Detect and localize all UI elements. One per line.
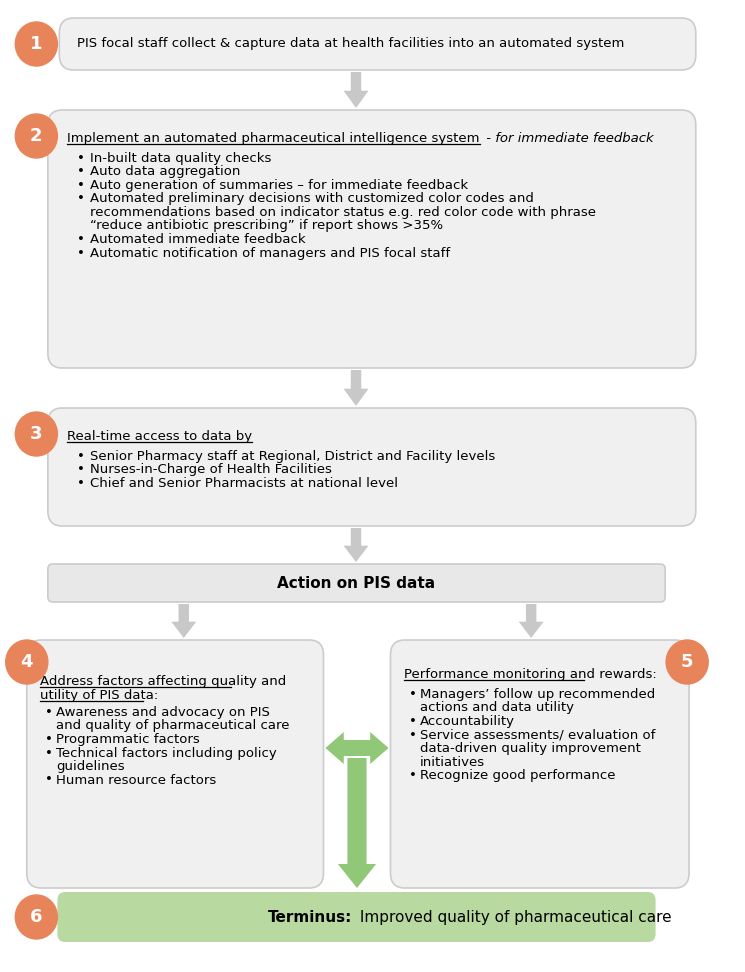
FancyBboxPatch shape (48, 110, 696, 368)
Text: Technical factors including policy: Technical factors including policy (57, 746, 277, 759)
Text: Auto generation of summaries – for immediate feedback: Auto generation of summaries – for immed… (90, 179, 468, 192)
Text: •: • (77, 165, 84, 179)
Text: “reduce antibiotic prescribing” if report shows >35%: “reduce antibiotic prescribing” if repor… (90, 220, 443, 232)
Text: Implement an automated pharmaceutical intelligence system: Implement an automated pharmaceutical in… (67, 132, 480, 145)
Text: recommendations based on indicator status e.g. red color code with phrase: recommendations based on indicator statu… (90, 206, 596, 219)
Text: •: • (77, 464, 84, 476)
Text: •: • (77, 247, 84, 260)
Text: Human resource factors: Human resource factors (57, 774, 217, 786)
Text: Automated preliminary decisions with customized color codes and: Automated preliminary decisions with cus… (90, 192, 534, 205)
FancyBboxPatch shape (27, 640, 323, 888)
Text: •: • (45, 774, 53, 786)
Text: •: • (409, 715, 416, 728)
Text: In-built data quality checks: In-built data quality checks (90, 152, 271, 165)
Text: Auto data aggregation: Auto data aggregation (90, 165, 241, 179)
Text: initiatives: initiatives (420, 755, 485, 769)
Text: •: • (409, 728, 416, 742)
Text: Service assessments/ evaluation of: Service assessments/ evaluation of (420, 728, 656, 742)
Circle shape (16, 412, 57, 456)
Text: Automatic notification of managers and PIS focal staff: Automatic notification of managers and P… (90, 247, 450, 260)
Text: actions and data utility: actions and data utility (420, 702, 574, 714)
Circle shape (6, 640, 48, 684)
Text: Programmatic factors: Programmatic factors (57, 733, 200, 746)
Text: •: • (45, 746, 53, 759)
FancyBboxPatch shape (48, 564, 665, 602)
FancyBboxPatch shape (390, 640, 689, 888)
Text: •: • (45, 733, 53, 746)
Text: •: • (77, 179, 84, 192)
Text: Chief and Senior Pharmacists at national level: Chief and Senior Pharmacists at national… (90, 477, 398, 490)
FancyBboxPatch shape (60, 18, 696, 70)
Text: Performance monitoring and rewards:: Performance monitoring and rewards: (404, 668, 656, 681)
Polygon shape (326, 732, 363, 764)
Polygon shape (343, 528, 369, 562)
Text: 4: 4 (21, 653, 33, 671)
Text: 2: 2 (30, 127, 42, 145)
Text: Managers’ follow up recommended: Managers’ follow up recommended (420, 688, 656, 701)
Text: Address factors affecting quality and: Address factors affecting quality and (40, 675, 286, 688)
Text: •: • (77, 450, 84, 463)
Text: Real-time access to data by: Real-time access to data by (67, 430, 252, 443)
Text: PIS focal staff collect & capture data at health facilities into an automated sy: PIS focal staff collect & capture data a… (77, 38, 624, 51)
Text: •: • (77, 152, 84, 165)
Text: Action on PIS data: Action on PIS data (277, 575, 436, 591)
Text: •: • (77, 192, 84, 205)
Text: •: • (77, 477, 84, 490)
Text: 6: 6 (30, 908, 42, 926)
Text: utility of PIS data:: utility of PIS data: (40, 688, 159, 702)
Text: Recognize good performance: Recognize good performance (420, 769, 615, 782)
Circle shape (666, 640, 708, 684)
Polygon shape (343, 72, 369, 108)
Polygon shape (519, 604, 544, 638)
Text: •: • (409, 769, 416, 782)
Text: 3: 3 (30, 425, 42, 443)
Text: •: • (45, 706, 53, 719)
Polygon shape (171, 604, 196, 638)
Circle shape (16, 895, 57, 939)
Text: - for immediate feedback: - for immediate feedback (482, 132, 654, 145)
Text: data-driven quality improvement: data-driven quality improvement (420, 742, 641, 755)
Text: and quality of pharmaceutical care: and quality of pharmaceutical care (57, 719, 290, 733)
FancyBboxPatch shape (57, 892, 656, 942)
Text: Senior Pharmacy staff at Regional, District and Facility levels: Senior Pharmacy staff at Regional, Distr… (90, 450, 495, 463)
Text: Improved quality of pharmaceutical care: Improved quality of pharmaceutical care (355, 910, 671, 924)
Text: •: • (77, 233, 84, 246)
Text: Terminus:: Terminus: (268, 910, 352, 924)
Text: Nurses-in-Charge of Health Facilities: Nurses-in-Charge of Health Facilities (90, 464, 332, 476)
Text: 5: 5 (681, 653, 694, 671)
Text: 1: 1 (30, 35, 42, 53)
Polygon shape (337, 758, 376, 888)
Text: Accountability: Accountability (420, 715, 515, 728)
Circle shape (16, 22, 57, 66)
Polygon shape (343, 370, 369, 406)
Text: •: • (409, 688, 416, 701)
Text: Automated immediate feedback: Automated immediate feedback (90, 233, 305, 246)
Text: guidelines: guidelines (57, 760, 125, 773)
Circle shape (16, 114, 57, 158)
FancyBboxPatch shape (48, 408, 696, 526)
Text: Awareness and advocacy on PIS: Awareness and advocacy on PIS (57, 706, 270, 719)
Polygon shape (351, 732, 389, 764)
